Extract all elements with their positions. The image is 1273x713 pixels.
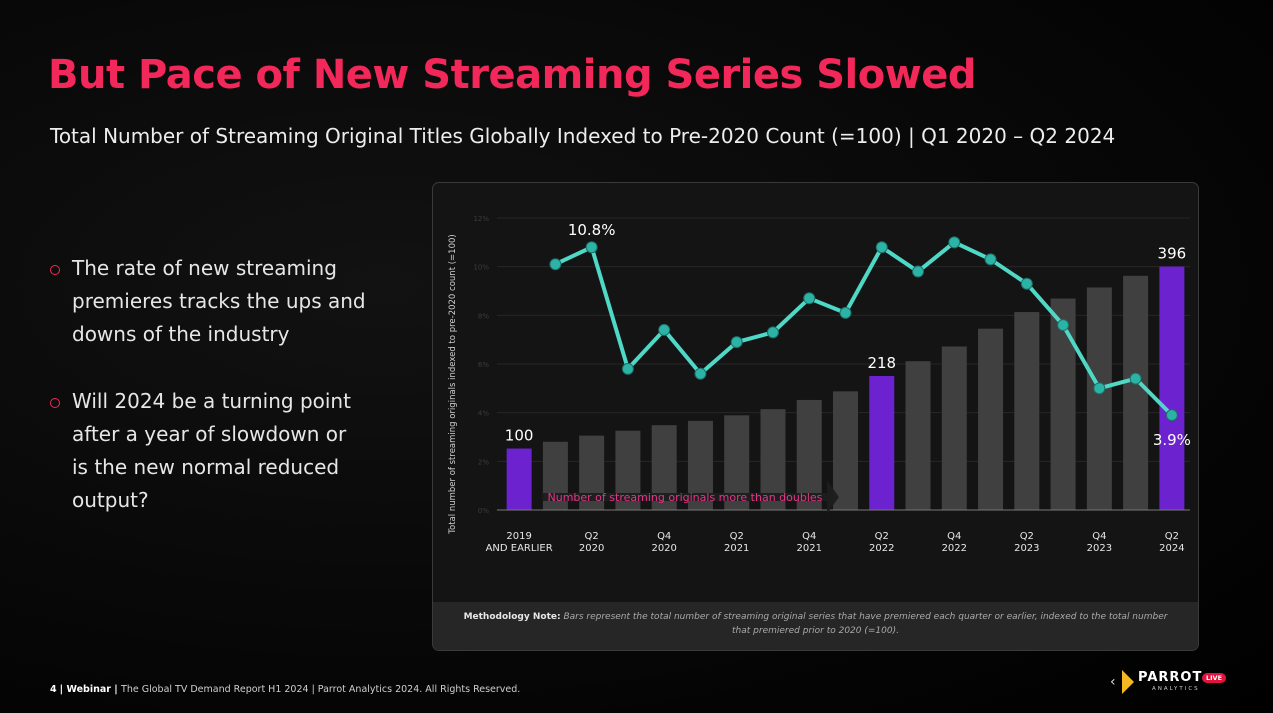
growth-point [1165,409,1178,422]
growth-point [839,306,852,319]
y-tick-label: 0% [478,507,489,515]
x-tick-label: Q2 [585,531,599,542]
bullet-circle-icon [50,265,60,275]
x-tick-label: Q2 [875,531,889,542]
x-tick-label: Q4 [657,531,671,542]
live-badge: LIVE [1202,673,1227,683]
methodology-label: Methodology Note: [463,612,561,622]
growth-point [984,253,997,266]
x-tick-label: Q4 [1092,531,1106,542]
y-tick-label: 10% [473,264,489,272]
x-tick-label: 2022 [942,543,967,554]
x-tick-label: Q2 [730,531,744,542]
bullet-item: Will 2024 be a turning point after a yea… [48,385,368,517]
bar-value-label: 218 [867,354,896,372]
bar [1050,298,1076,510]
logo-subtext: ANALYTICS [1152,686,1200,692]
growth-point [1020,277,1033,290]
parrot-triangle-icon [1122,670,1134,694]
x-tick-label: 2020 [579,543,604,554]
y-tick-label: 2% [478,458,489,466]
logo-wordmark: PARROT [1138,670,1203,685]
growth-point [912,265,925,278]
bar [1014,312,1040,510]
footer: 4 | Webinar | The Global TV Demand Repor… [50,684,521,695]
bar-value-label: 100 [505,427,534,445]
left-axis-title: Total number of streaming originals inde… [448,234,458,534]
bar [506,448,532,510]
x-tick-label: Q4 [947,531,961,542]
y-tick-label: 4% [478,410,489,418]
bullet-item: The rate of new streaming premieres trac… [48,252,368,351]
x-tick-label: AND EARLIER [486,543,553,554]
line-value-label: 3.9% [1153,431,1191,449]
bar [1159,266,1185,510]
growth-point [549,258,562,271]
footer-section: Webinar [66,684,111,695]
bullet-text: The rate of new streaming premieres trac… [72,256,366,346]
annotation-text: Number of streaming originals more than … [548,491,823,504]
methodology-note: Methodology Note: Bars represent the tot… [433,602,1198,650]
chart-svg: 0% 2% 4% 6% 8% 10% 12% Number of streaming orig… [448,215,1191,554]
growth-point [1129,372,1142,385]
bar [796,399,822,510]
x-tick-label: 2020 [651,543,676,554]
x-tick-label: 2022 [869,543,894,554]
growth-point [803,292,816,305]
bar [1086,287,1112,510]
x-tick-label: 2019 [506,531,531,542]
line-value-label: 10.8% [568,221,616,239]
x-tick-label: 2021 [724,543,749,554]
y-tick-label: 12% [473,215,489,223]
chart-panel: 0% 2% 4% 6% 8% 10% 12% Number of streaming orig… [432,182,1199,651]
bar [941,346,967,510]
annotation-arrow [542,480,839,514]
x-tick-label: Q2 [1165,531,1179,542]
footer-page-number: 4 [50,684,57,695]
footer-text: The Global TV Demand Report H1 2024 | Pa… [121,684,521,695]
page-subtitle: Total Number of Streaming Original Title… [50,124,1116,148]
bar-value-label: 396 [1158,245,1187,263]
growth-point [621,362,634,375]
bar [978,328,1004,510]
growth-point [730,336,743,349]
growth-point [658,323,671,336]
parrot-analytics-logo: ‹ PARROT ANALYTICS LIVE [1110,668,1230,698]
growth-point [1057,319,1070,332]
bar [869,375,895,510]
bar [833,391,858,510]
methodology-text: Bars represent the total number of strea… [563,612,1168,636]
y-tick-label: 6% [478,361,489,369]
bullet-circle-icon [50,398,60,408]
growth-point [875,241,888,254]
bullet-text: Will 2024 be a turning point after a yea… [72,389,351,512]
chevron-left-icon: ‹ [1110,674,1116,690]
x-tick-label: Q4 [802,531,816,542]
growth-point [766,326,779,339]
growth-point [948,236,961,249]
x-tick-label: Q2 [1020,531,1034,542]
bar [905,361,931,510]
growth-line [554,240,1174,417]
x-tick-label: 2023 [1087,543,1112,554]
page-title: But Pace of New Streaming Series Slowed [48,52,976,98]
x-tick-label: 2024 [1159,543,1184,554]
y-tick-label: 8% [478,312,489,320]
bar [1123,275,1149,510]
growth-point [694,367,707,380]
bullet-list: The rate of new streaming premieres trac… [48,252,368,551]
growth-point [585,241,598,254]
x-tick-label: 2023 [1014,543,1039,554]
x-tick-label: 2021 [797,543,822,554]
growth-point [1093,382,1106,395]
